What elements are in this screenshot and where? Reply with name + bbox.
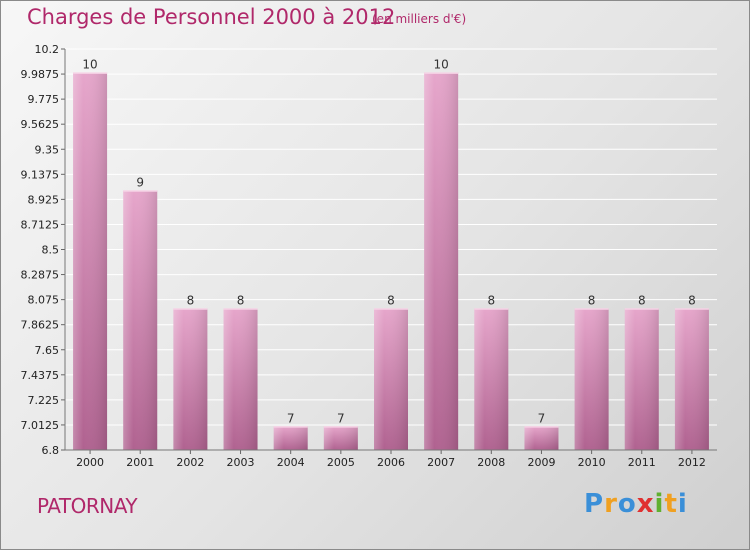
bar-shade [73, 72, 108, 451]
bar-shade [474, 308, 509, 450]
data-label: 8 [387, 293, 395, 307]
x-tick-label: 2007 [427, 456, 455, 469]
y-tick-label: 8.075 [28, 294, 60, 307]
bar-shade [574, 308, 609, 450]
x-tick-label: 2010 [578, 456, 606, 469]
bar-shade [123, 190, 158, 450]
proxiti-logo: Proxiti [584, 489, 688, 519]
y-tick-label: 7.4375 [21, 369, 60, 382]
bar-shade [273, 426, 308, 450]
data-label: 10 [82, 58, 97, 72]
y-tick-label: 9.5625 [21, 118, 60, 131]
logo-letter: x [636, 489, 655, 519]
y-tick-label: 6.8 [42, 444, 60, 457]
data-label: 8 [688, 293, 696, 307]
y-tick-label: 9.1375 [21, 168, 60, 181]
y-tick-label: 8.7125 [21, 218, 60, 231]
y-tick-label: 10.2 [35, 43, 60, 56]
bar-shade [674, 308, 709, 450]
data-label: 8 [237, 293, 245, 307]
y-tick-label: 8.2875 [21, 269, 60, 282]
logo-letter: i [677, 489, 688, 519]
y-tick-label: 9.775 [28, 93, 60, 106]
x-tick-label: 2009 [527, 456, 555, 469]
y-tick-label: 7.8625 [21, 319, 60, 332]
logo-letter: P [584, 489, 605, 519]
x-tick-label: 2011 [628, 456, 656, 469]
data-label: 7 [337, 411, 345, 425]
data-label: 8 [588, 293, 596, 307]
y-tick-label: 8.925 [28, 193, 60, 206]
location-name: PATORNAY [37, 494, 138, 518]
chart-subtitle: (en milliers d'€) [372, 12, 467, 26]
data-label: 9 [136, 176, 144, 190]
y-tick-label: 9.35 [35, 143, 60, 156]
chart-title: Charges de Personnel 2000 à 2012 [27, 5, 396, 29]
data-labels: 10 9 8 8 7 7 8 10 8 7 8 8 8 [82, 58, 695, 426]
y-tick-label: 8.5 [42, 244, 60, 257]
bar-shade [173, 308, 208, 450]
x-tick-label: 2008 [477, 456, 505, 469]
bar-shade [323, 426, 358, 450]
x-tick-label: 2012 [678, 456, 706, 469]
x-tick-label: 2001 [126, 456, 154, 469]
data-label: 7 [538, 411, 546, 425]
logo-letter: r [604, 489, 618, 519]
bar-shade [624, 308, 659, 450]
bar-shade [374, 308, 408, 450]
x-tick-label: 2000 [76, 456, 104, 469]
y-tick-label: 7.65 [35, 344, 60, 357]
bars [73, 72, 709, 451]
x-tick-label: 2003 [227, 456, 255, 469]
y-tick-label: 9.9875 [21, 68, 60, 81]
data-label: 7 [287, 411, 295, 425]
y-tick-label: 7.225 [28, 394, 60, 407]
data-label: 8 [187, 293, 195, 307]
logo-letter: o [617, 489, 637, 519]
data-label: 10 [434, 58, 449, 72]
x-tick-label: 2005 [327, 456, 355, 469]
logo-letter: i [654, 489, 665, 519]
x-tick-label: 2004 [277, 456, 305, 469]
x-tick-label: 2006 [377, 456, 405, 469]
data-label: 8 [638, 293, 646, 307]
data-label: 8 [487, 293, 495, 307]
logo-letter: t [664, 489, 678, 519]
bar-shade [223, 308, 258, 450]
bar-shade [424, 72, 459, 451]
y-tick-label: 7.0125 [21, 419, 60, 432]
x-tick-label: 2002 [176, 456, 204, 469]
axes: 10.2 9.9875 9.775 9.5625 9.35 9.1375 8.925 8.71… [21, 43, 717, 469]
bar-shade [524, 426, 559, 450]
